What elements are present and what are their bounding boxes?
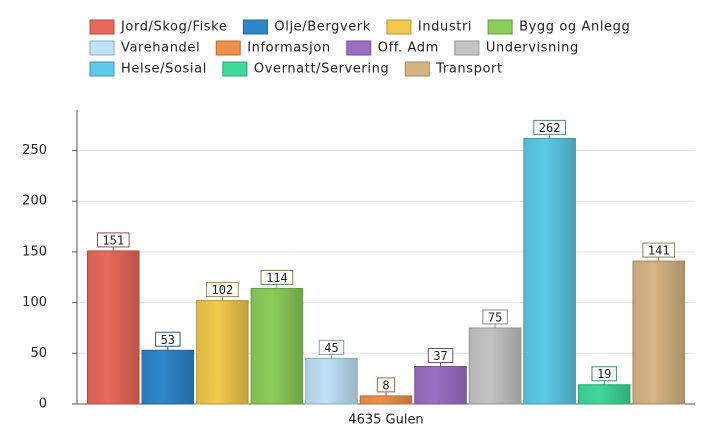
y-tick-label: 100 xyxy=(22,295,47,310)
bar xyxy=(359,395,413,405)
value-label: 19 xyxy=(597,367,611,381)
bar xyxy=(305,357,358,405)
legend-label: Bygg og Anlegg xyxy=(519,20,630,35)
value-label: 151 xyxy=(102,233,124,247)
legend-swatch xyxy=(89,40,115,56)
y-tick-label: 50 xyxy=(30,346,47,361)
legend-swatch xyxy=(222,61,248,77)
legend-swatch xyxy=(386,19,412,35)
legend-swatch xyxy=(215,40,241,56)
legend-label: Overnatt/Servering xyxy=(254,62,389,77)
value-label: 37 xyxy=(433,349,447,363)
x-tick-label: 4635 Gulen xyxy=(348,413,423,428)
value-label: 75 xyxy=(488,310,502,324)
legend-swatch xyxy=(89,61,115,77)
bar xyxy=(414,365,467,405)
legend-label: Transport xyxy=(435,62,502,77)
bar xyxy=(87,250,140,405)
y-tick-label: 250 xyxy=(22,143,47,158)
y-tick-label: 150 xyxy=(22,244,47,259)
bar xyxy=(632,260,685,405)
legend-label: Industri xyxy=(418,20,472,35)
legend-label: Helse/Sosial xyxy=(121,62,207,77)
bar xyxy=(250,287,304,405)
legend-swatch xyxy=(454,40,480,56)
legend-swatch xyxy=(404,61,430,77)
bar xyxy=(523,137,576,405)
bar xyxy=(196,300,249,405)
value-label: 53 xyxy=(161,333,175,347)
bar xyxy=(468,327,522,405)
legend-label: Undervisning xyxy=(486,41,579,56)
value-label: 114 xyxy=(266,271,288,285)
legend-swatch xyxy=(346,40,372,56)
value-label: 102 xyxy=(212,283,234,297)
value-label: 45 xyxy=(324,341,338,355)
bar xyxy=(577,384,631,405)
value-label: 262 xyxy=(539,121,561,135)
legend-swatch xyxy=(487,19,513,35)
value-label: 141 xyxy=(648,244,670,258)
y-tick-label: 0 xyxy=(39,397,47,412)
legend-label: Jord/Skog/Fiske xyxy=(120,20,227,35)
bar xyxy=(141,349,195,405)
legend-swatch xyxy=(89,19,115,35)
legend-label: Informasjon xyxy=(247,41,331,56)
legend-label: Varehandel xyxy=(121,41,200,56)
value-label: 8 xyxy=(382,378,389,392)
y-tick-label: 200 xyxy=(22,194,47,209)
legend-label: Olje/Bergverk xyxy=(274,20,370,35)
legend: Jord/Skog/Fiske Olje/Bergverk Industri Bygg… xyxy=(89,19,630,77)
legend-swatch xyxy=(242,19,268,35)
legend-label: Off. Adm xyxy=(378,41,439,56)
